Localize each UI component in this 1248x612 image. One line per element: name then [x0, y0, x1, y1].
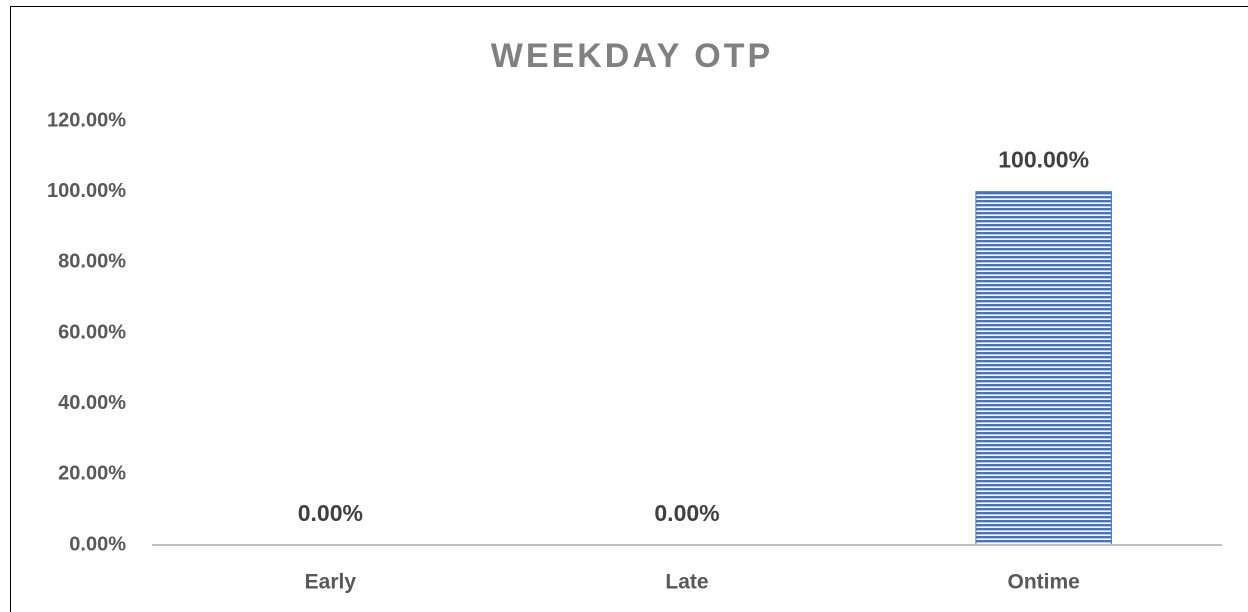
bar	[975, 191, 1112, 546]
x-tick-label: Early	[305, 571, 357, 594]
y-tick-label: 120.00%	[47, 109, 126, 131]
data-label: 0.00%	[654, 500, 719, 526]
chart-title: WEEKDAY OTP	[491, 37, 773, 75]
y-tick-label: 80.00%	[58, 251, 126, 273]
y-tick-label: 20.00%	[58, 463, 126, 485]
y-tick-label: 40.00%	[58, 392, 126, 414]
data-label: 0.00%	[298, 500, 363, 526]
x-tick-label: Late	[665, 571, 708, 594]
y-tick-label: 0.00%	[69, 533, 126, 555]
data-label: 100.00%	[998, 147, 1089, 173]
x-tick-label: Ontime	[1007, 571, 1079, 594]
y-tick-label: 60.00%	[58, 321, 126, 343]
y-tick-label: 100.00%	[47, 180, 126, 202]
